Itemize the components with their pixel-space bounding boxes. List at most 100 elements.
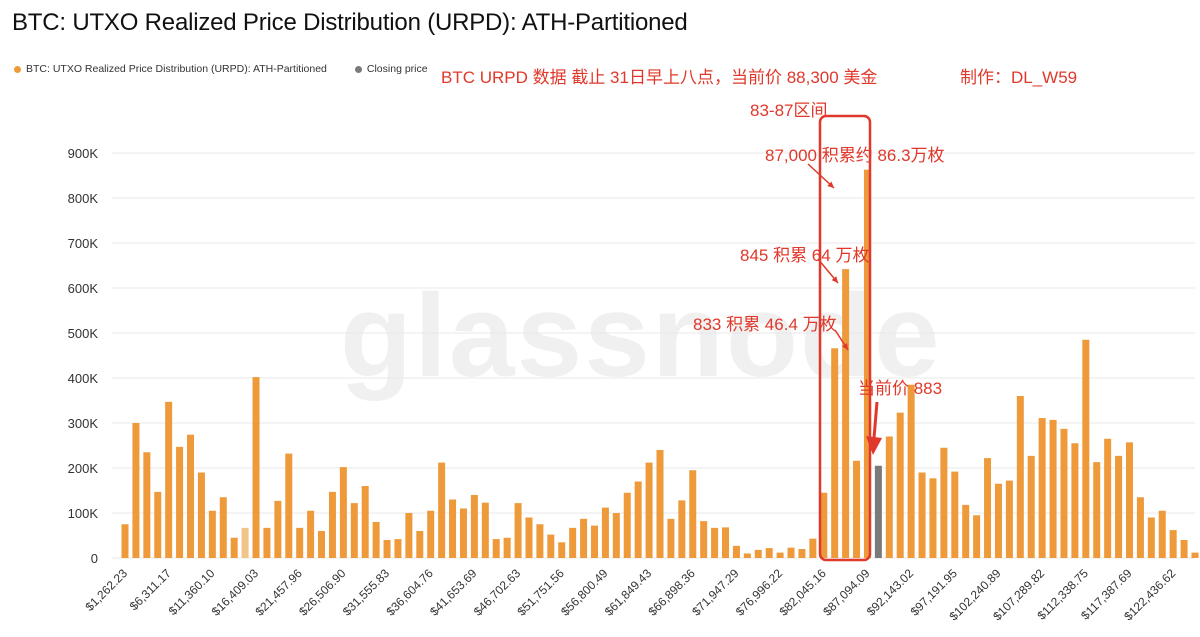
bar[interactable] (285, 453, 293, 558)
bar[interactable] (667, 518, 675, 558)
bar[interactable] (416, 531, 424, 558)
bar[interactable] (711, 527, 719, 558)
bar[interactable] (1049, 419, 1057, 558)
bar[interactable] (350, 503, 358, 558)
bar[interactable] (754, 549, 762, 558)
closing-price-bar[interactable] (874, 465, 882, 558)
bar[interactable] (1104, 438, 1112, 558)
bar[interactable] (121, 524, 129, 558)
bar[interactable] (994, 483, 1002, 558)
bar[interactable] (612, 513, 620, 558)
bar[interactable] (984, 458, 992, 558)
bar[interactable] (1136, 497, 1144, 558)
bar[interactable] (853, 460, 861, 558)
bar[interactable] (176, 446, 184, 558)
bar[interactable] (569, 527, 577, 558)
bar[interactable] (1016, 396, 1024, 558)
bar[interactable] (1125, 442, 1133, 558)
bar[interactable] (645, 462, 653, 558)
bar[interactable] (1191, 552, 1199, 558)
bar[interactable] (405, 513, 413, 558)
bar[interactable] (219, 497, 227, 558)
bar[interactable] (492, 539, 500, 558)
bar[interactable] (230, 537, 238, 558)
bar[interactable] (1169, 530, 1177, 558)
bar[interactable] (154, 491, 162, 558)
bar[interactable] (1082, 339, 1090, 558)
bar[interactable] (743, 553, 751, 559)
bar[interactable] (831, 348, 839, 558)
bar[interactable] (241, 527, 249, 558)
bar[interactable] (449, 499, 457, 559)
bar[interactable] (394, 539, 402, 558)
bar[interactable] (252, 377, 260, 558)
bar[interactable] (328, 491, 336, 558)
bar[interactable] (1180, 540, 1188, 558)
bar[interactable] (470, 495, 478, 558)
bar[interactable] (907, 384, 915, 558)
bar[interactable] (765, 548, 773, 558)
bar[interactable] (274, 500, 282, 558)
bar[interactable] (361, 486, 369, 558)
bar[interactable] (503, 537, 511, 558)
bar[interactable] (973, 515, 981, 558)
bar[interactable] (1005, 480, 1013, 558)
bar[interactable] (634, 481, 642, 559)
bar[interactable] (1060, 428, 1068, 558)
bar[interactable] (208, 510, 216, 558)
bar[interactable] (1093, 462, 1101, 558)
bar[interactable] (798, 549, 806, 558)
legend-item-closing-price[interactable]: Closing price (354, 63, 428, 75)
bar[interactable] (580, 518, 588, 558)
bar[interactable] (263, 527, 271, 558)
bar[interactable] (656, 450, 664, 558)
bar[interactable] (536, 524, 544, 558)
bar[interactable] (929, 478, 937, 558)
bar[interactable] (885, 436, 893, 559)
bar[interactable] (863, 169, 871, 558)
bar[interactable] (678, 500, 686, 558)
bar[interactable] (820, 492, 828, 558)
bar[interactable] (809, 538, 817, 558)
bar[interactable] (689, 470, 697, 558)
bar[interactable] (307, 510, 315, 558)
bar[interactable] (427, 510, 435, 558)
bar[interactable] (962, 504, 970, 558)
bar[interactable] (896, 412, 904, 558)
bar[interactable] (514, 503, 522, 558)
bar[interactable] (1071, 443, 1079, 558)
bar[interactable] (700, 521, 708, 558)
bar[interactable] (918, 472, 926, 559)
bar[interactable] (481, 502, 489, 558)
bar[interactable] (623, 492, 631, 558)
bar[interactable] (1158, 510, 1166, 558)
bar[interactable] (547, 534, 555, 558)
bar[interactable] (776, 552, 784, 558)
bar[interactable] (951, 471, 959, 558)
bar[interactable] (1147, 517, 1155, 559)
bar[interactable] (187, 434, 195, 558)
bar[interactable] (722, 527, 730, 558)
bar[interactable] (132, 423, 140, 558)
bar[interactable] (459, 508, 467, 559)
bar[interactable] (438, 462, 446, 558)
bar[interactable] (143, 452, 151, 558)
bar[interactable] (558, 542, 566, 558)
bar[interactable] (372, 522, 380, 558)
bar[interactable] (1115, 455, 1123, 558)
bar[interactable] (383, 540, 391, 558)
bar[interactable] (590, 525, 598, 558)
bar[interactable] (525, 517, 533, 559)
bar[interactable] (601, 507, 609, 558)
bar[interactable] (339, 467, 347, 558)
bar[interactable] (787, 547, 795, 558)
bar[interactable] (940, 447, 948, 558)
bar[interactable] (165, 401, 173, 558)
legend-item-urpd[interactable]: BTC: UTXO Realized Price Distribution (U… (14, 63, 327, 75)
bar[interactable] (318, 531, 326, 558)
bar[interactable] (296, 527, 304, 558)
bar[interactable] (1038, 418, 1046, 558)
bar[interactable] (197, 472, 205, 559)
bar[interactable] (842, 269, 850, 558)
bar[interactable] (1027, 455, 1035, 558)
